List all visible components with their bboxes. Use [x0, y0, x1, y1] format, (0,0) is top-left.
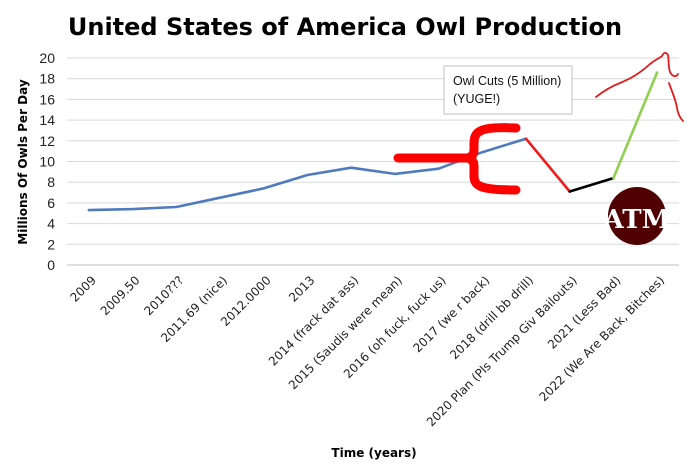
- gridlines: [67, 57, 679, 266]
- y-tick-label: 18: [39, 71, 55, 87]
- x-axis-label: Time (years): [331, 446, 416, 460]
- chart-title: United States of America Owl Production: [68, 13, 622, 41]
- callout-line-1: Owl Cuts (5 Million): [453, 74, 561, 88]
- x-tick-label: 2017 (we r back): [410, 273, 492, 355]
- y-tick-label: 14: [39, 112, 55, 128]
- callout-line-2: (YUGE!): [453, 92, 500, 106]
- x-tick-label: 2013: [286, 273, 317, 304]
- y-tick-label: 10: [39, 154, 55, 170]
- logo-circle: [608, 187, 666, 245]
- bracket-brace: [461, 123, 521, 195]
- x-tick-label: 2010???: [141, 273, 186, 318]
- y-tick-label: 0: [47, 257, 55, 273]
- y-tick-label: 2: [47, 236, 55, 252]
- x-tick-label: 2009: [67, 273, 98, 304]
- annotation-callout: Owl Cuts (5 Million) (YUGE!): [443, 65, 573, 115]
- series-line-1: [524, 137, 572, 193]
- series-line-0: [87, 137, 528, 212]
- x-tick-label: 2018 (drill bb drill): [447, 273, 536, 362]
- university-logo: ATM: [603, 187, 671, 245]
- y-axis-label: Millions Of Owls Per Day: [16, 79, 30, 245]
- logo-text: ATM: [603, 205, 671, 235]
- callout-box: [443, 65, 573, 115]
- y-tick-label: 16: [39, 91, 55, 107]
- x-tick-label: 2009.50: [98, 273, 143, 318]
- y-tick-label: 4: [47, 216, 55, 232]
- red-curly-bracket: [393, 123, 521, 195]
- y-tick-label: 12: [39, 133, 55, 149]
- y-tick-label: 6: [47, 195, 55, 211]
- y-tick-label: 8: [47, 174, 55, 190]
- y-axis-ticks: 0 2 4 6 8 10 12 14 16 18 20: [39, 50, 55, 273]
- series-line-2: [568, 176, 615, 193]
- series-lines: [87, 71, 659, 212]
- y-tick-label: 20: [39, 50, 55, 66]
- red-scribble-drawing: [595, 51, 684, 122]
- series-line-3: [612, 71, 659, 180]
